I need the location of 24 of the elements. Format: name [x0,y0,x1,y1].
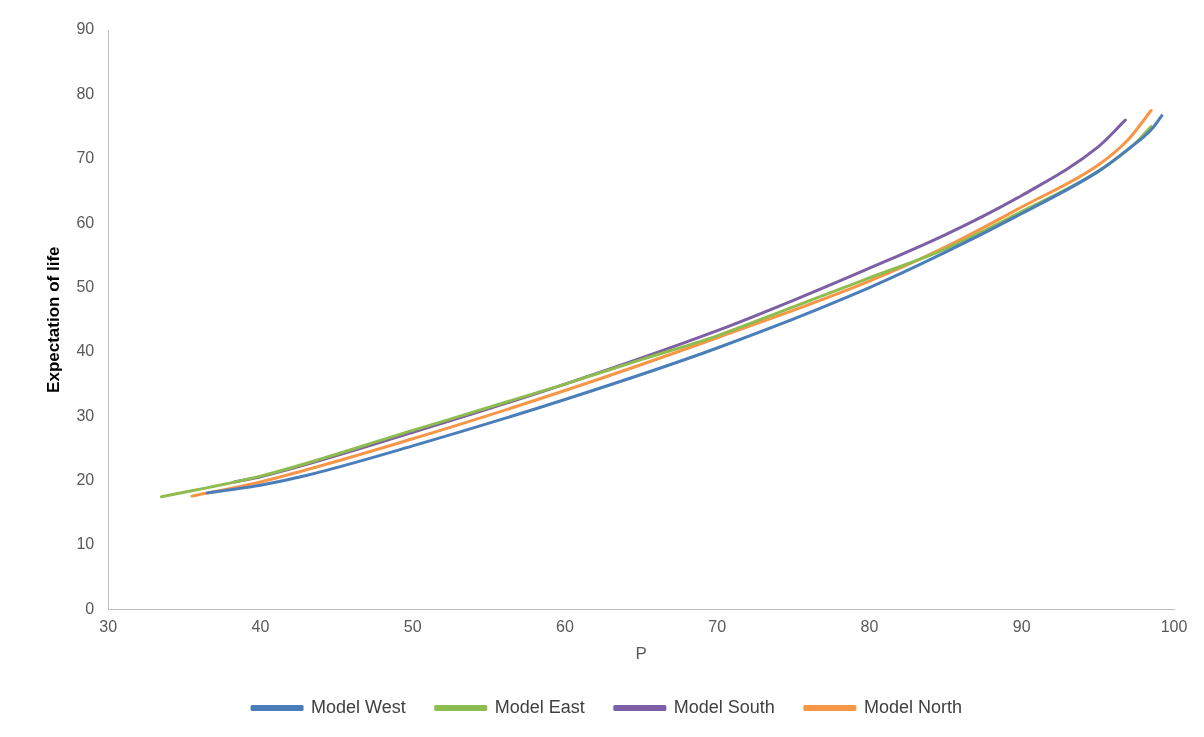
y-tick-label: 30 [76,406,95,424]
legend-label: Model West [311,696,406,717]
y-tick-label: 20 [76,471,95,489]
y-tick-label: 80 [76,84,95,102]
x-tick-label: 70 [708,618,727,636]
x-tick-label: 80 [860,618,879,636]
x-tick-label: 40 [251,618,270,636]
y-tick-label: 90 [76,20,95,38]
x-tick-label: 90 [1012,618,1031,636]
x-tick-label: 100 [1160,618,1188,636]
y-tick-label: 10 [76,535,95,553]
y-tick-label: 60 [76,213,95,231]
legend-label: Model East [494,696,585,717]
y-axis-title: Expectation of life [43,246,63,393]
legend-label: Model South [673,696,775,717]
y-tick-label: 70 [76,149,95,167]
x-axis-title: P [635,644,647,664]
y-tick-label: 40 [76,342,95,360]
x-tick-label: 30 [99,618,118,636]
y-tick-label: 0 [85,599,95,617]
x-tick-label: 50 [403,618,422,636]
y-tick-label: 50 [76,277,95,295]
legend-label: Model North [863,696,962,717]
x-tick-label: 60 [556,618,574,636]
